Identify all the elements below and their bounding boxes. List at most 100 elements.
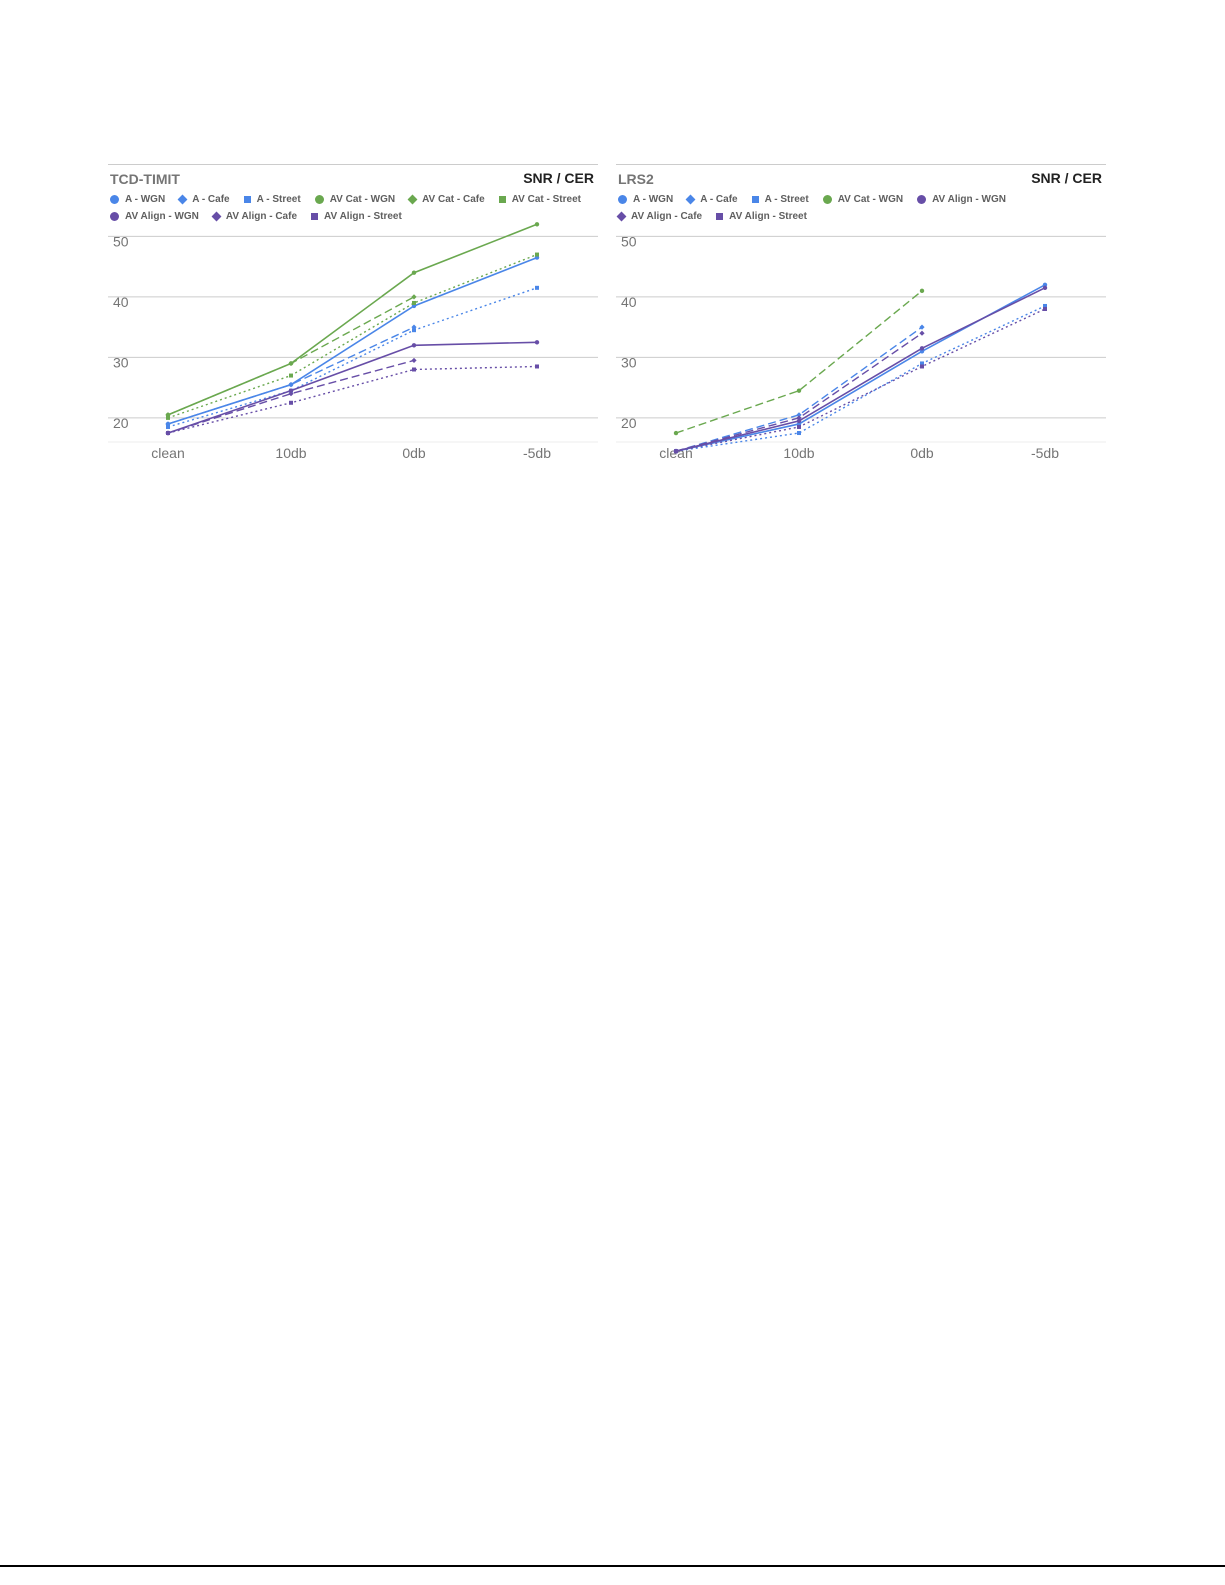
data-point-a-street xyxy=(412,328,416,333)
data-point-a-wgn xyxy=(919,349,925,354)
legend-swatch-diamond-icon xyxy=(211,211,222,222)
data-point-av-cat-cafe xyxy=(165,412,171,418)
chart-title: TCD-TIMIT xyxy=(110,171,180,187)
chart-corner-label: SNR / CER xyxy=(523,170,594,186)
data-point-av-cat-cafe xyxy=(288,360,294,367)
y-tick-label: 30 xyxy=(113,354,129,370)
legend-item-av-cat-cafe: AV Cat - Cafe xyxy=(407,194,485,206)
x-tick-label: 10db xyxy=(783,445,814,461)
legend-item-av-align-street: AV Align - Street xyxy=(716,211,807,223)
legend-label: A - Street xyxy=(764,194,809,205)
legend-label: AV Align - WGN xyxy=(932,194,1006,205)
data-point-av-align-street xyxy=(289,400,293,405)
legend-swatch-square-icon xyxy=(716,212,724,220)
data-point-av-cat-wgn xyxy=(411,270,417,275)
data-point-av-cat-street xyxy=(412,300,416,305)
legend-label: AV Align - Street xyxy=(729,211,807,222)
data-point-av-align-wgn xyxy=(1042,285,1048,291)
data-point-av-align-street xyxy=(797,424,801,429)
legend-item-a-street: A - Street xyxy=(751,194,809,206)
legend-label: A - WGN xyxy=(633,194,674,205)
data-point-av-align-street xyxy=(166,431,170,436)
series-line-av-align-cafe xyxy=(167,359,415,434)
legend-item-av-align-wgn: AV Align - WGN xyxy=(917,194,1006,206)
line-chart-tcd-timit: 20 30 40 50 clean 10db 0db -5db xyxy=(108,222,598,461)
data-point-av-align-street xyxy=(920,364,924,369)
legend-swatch-square-icon xyxy=(311,212,319,220)
chart-corner-label: SNR / CER xyxy=(1031,170,1102,186)
data-point-a-cafe xyxy=(165,421,171,427)
legend-label: AV Cat - Cafe xyxy=(422,194,485,205)
legend-label: A - WGN xyxy=(125,194,166,205)
series-line-av-align-wgn xyxy=(167,341,538,434)
legend-label: AV Align - WGN xyxy=(125,211,199,222)
data-point-av-align-street xyxy=(535,364,539,369)
data-point-av-cat-street xyxy=(289,373,293,378)
data-point-a-street xyxy=(1043,303,1047,308)
legend-item-a-street: A - Street xyxy=(243,194,301,206)
legend-swatch-circle-icon xyxy=(110,194,119,204)
data-point-av-cat-wgn xyxy=(919,288,925,294)
data-point-av-align-street xyxy=(412,367,416,372)
legend-label: A - Cafe xyxy=(192,194,230,205)
y-tick-label: 30 xyxy=(621,354,637,370)
legend-item-av-align-cafe: AV Align - Cafe xyxy=(211,211,297,223)
y-tick-label: 40 xyxy=(621,294,637,310)
legend-swatch-square-icon xyxy=(243,195,251,203)
data-point-a-street xyxy=(535,285,539,290)
data-point-a-wgn xyxy=(1042,282,1048,287)
data-point-a-street xyxy=(166,424,170,429)
legend-label: AV Align - Cafe xyxy=(631,211,703,222)
legend-swatch-diamond-icon xyxy=(177,194,188,205)
legend-swatch-diamond-icon xyxy=(685,194,696,205)
data-point-a-cafe xyxy=(796,412,802,418)
series-line-a-wgn xyxy=(167,256,538,425)
legend-label: AV Align - Street xyxy=(324,211,402,222)
x-tick-label: -5db xyxy=(1031,445,1059,461)
series-line-a-cafe xyxy=(675,326,923,452)
legend-item-av-align-wgn: AV Align - WGN xyxy=(110,211,199,223)
chart-top-border xyxy=(616,164,1106,165)
data-point-av-cat-cafe xyxy=(411,294,417,300)
legend-swatch-square-icon xyxy=(498,195,506,203)
legend-item-av-align-street: AV Align - Street xyxy=(311,211,402,223)
legend-label: AV Cat - WGN xyxy=(837,194,904,205)
data-point-av-align-wgn xyxy=(288,388,294,393)
legend-swatch-circle-icon xyxy=(314,194,324,204)
legend-swatch-diamond-icon xyxy=(616,211,627,222)
legend-swatch-circle-icon xyxy=(822,194,832,204)
series-line-a-street xyxy=(167,287,538,428)
series-line-a-street xyxy=(675,305,1046,452)
data-point-a-cafe xyxy=(288,382,294,388)
data-point-av-cat-wgn xyxy=(796,388,802,393)
legend-item-av-align-cafe: AV Align - Cafe xyxy=(616,211,703,223)
data-point-a-street xyxy=(797,431,801,436)
data-point-av-cat-street xyxy=(535,252,539,257)
series-line-a-wgn xyxy=(675,284,1046,452)
y-tick-label: 50 xyxy=(113,233,129,249)
x-tick-label: 10db xyxy=(275,445,306,461)
chart-title: LRS2 xyxy=(618,171,654,187)
data-point-av-cat-street xyxy=(166,415,170,420)
data-point-av-align-wgn xyxy=(534,340,540,345)
legend-swatch-diamond-icon xyxy=(407,194,418,205)
legend-item-a-wgn: A - WGN xyxy=(110,194,165,206)
legend-item-av-cat-wgn: AV Cat - WGN xyxy=(822,194,904,206)
legend-swatch-square-icon xyxy=(751,195,759,203)
data-point-av-align-cafe xyxy=(411,357,417,364)
series-line-av-align-wgn xyxy=(675,287,1046,452)
data-point-av-align-street xyxy=(674,449,678,454)
data-point-av-cat-wgn xyxy=(673,430,679,436)
data-point-av-align-wgn xyxy=(919,346,925,351)
series-line-av-cat-street xyxy=(167,253,538,419)
chart-top-border xyxy=(108,164,598,165)
legend-item-a-cafe: A - Cafe xyxy=(177,194,230,206)
legend-label: AV Cat - WGN xyxy=(329,194,396,205)
series-line-av-align-street xyxy=(675,308,1046,452)
legend-item-av-cat-wgn: AV Cat - WGN xyxy=(314,194,396,206)
series-line-av-cat-cafe xyxy=(167,296,415,416)
x-tick-label: 0db xyxy=(910,445,934,461)
data-point-av-align-cafe xyxy=(288,391,294,397)
